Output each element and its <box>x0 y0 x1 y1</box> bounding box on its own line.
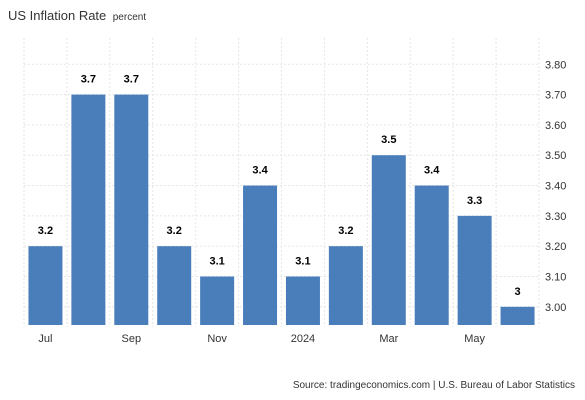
y-tick-label: 3.40 <box>545 181 566 193</box>
bar <box>71 94 106 326</box>
data-label: 3.7 <box>124 74 139 86</box>
bar <box>371 155 406 325</box>
bar <box>457 215 492 325</box>
chart-title-row: US Inflation Rate percent <box>8 7 146 25</box>
x-tick-label: Sep <box>122 333 142 345</box>
bar <box>114 94 149 326</box>
data-label: 3.5 <box>381 134 396 146</box>
y-tick-label: 3.20 <box>545 241 566 253</box>
data-label: 3.4 <box>252 165 268 177</box>
data-label: 3.1 <box>209 255 224 267</box>
x-tick-label: Mar <box>379 333 398 345</box>
y-tick-label: 3.70 <box>545 90 566 102</box>
data-label: 3.3 <box>467 195 482 207</box>
y-tick-label: 3.00 <box>545 302 566 314</box>
y-tick-label: 3.80 <box>545 59 566 71</box>
bar <box>500 306 535 325</box>
data-label: 3.2 <box>338 225 353 237</box>
data-label: 3 <box>514 286 520 298</box>
bar <box>157 246 192 325</box>
x-tick-label: 2024 <box>291 333 315 345</box>
y-tick-label: 3.50 <box>545 150 566 162</box>
bar <box>243 185 278 325</box>
data-label: 3.1 <box>295 255 310 267</box>
x-tick-label: May <box>464 333 485 345</box>
x-tick-label: Nov <box>207 333 227 345</box>
y-tick-label: 3.60 <box>545 120 566 132</box>
grid-lines <box>23 38 540 327</box>
data-labels: 3.2 3.7 3.7 3.2 3.1 3.4 3.1 3.2 3.5 3.4 3.3 3 <box>36 72 522 299</box>
y-tick-label: 3.30 <box>545 211 566 223</box>
y-tick-label: 3.10 <box>545 271 566 283</box>
x-tick-label: Jul <box>38 333 52 345</box>
chart-subtitle: percent <box>112 12 147 23</box>
bars <box>28 94 535 326</box>
data-label: 3.2 <box>38 225 53 237</box>
data-label: 3.7 <box>81 74 96 86</box>
axes: 3.00 3.10 3.20 3.30 3.40 3.50 3.60 3.70 3.80 Jul S… <box>38 59 566 345</box>
data-label: 3.4 <box>424 165 440 177</box>
chart-title: US Inflation Rate <box>8 8 107 23</box>
bar <box>28 246 63 325</box>
data-label: 3.2 <box>167 225 182 237</box>
bar <box>328 246 363 325</box>
bar <box>200 276 235 325</box>
source-note: Source: tradingeconomics.com | U.S. Bure… <box>292 380 575 391</box>
bar <box>414 185 449 325</box>
bar <box>285 276 320 325</box>
